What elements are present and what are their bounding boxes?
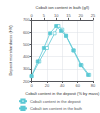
svg-text:25: 25 bbox=[91, 13, 96, 18]
svg-text:500: 500 bbox=[23, 42, 30, 47]
svg-text:20: 20 bbox=[78, 13, 83, 18]
svg-text:Deposit microhardness (HV): Deposit microhardness (HV) bbox=[8, 25, 13, 76]
svg-text:0: 0 bbox=[30, 13, 33, 18]
svg-text:5: 5 bbox=[43, 13, 46, 18]
svg-text:300: 300 bbox=[23, 66, 30, 71]
svg-text:Cobalt ion content in bath (g/: Cobalt ion content in bath (g/l) bbox=[36, 5, 90, 10]
svg-text:600: 600 bbox=[23, 30, 30, 35]
svg-text:700: 700 bbox=[23, 17, 30, 22]
svg-text:200: 200 bbox=[23, 79, 30, 84]
svg-text:Cobalt ion content in the bath: Cobalt ion content in the bath bbox=[30, 106, 82, 111]
svg-text:Cobalt content in the deposit: Cobalt content in the deposit bbox=[30, 99, 82, 104]
svg-text:20: 20 bbox=[45, 83, 50, 88]
svg-text:60: 60 bbox=[75, 83, 80, 88]
svg-text:400: 400 bbox=[23, 54, 30, 59]
svg-text:Cobalt content in the deposit: Cobalt content in the deposit (% by mass… bbox=[25, 91, 100, 96]
svg-text:10: 10 bbox=[54, 13, 59, 18]
svg-text:40: 40 bbox=[60, 83, 65, 88]
svg-text:0: 0 bbox=[30, 83, 33, 88]
svg-text:80: 80 bbox=[91, 83, 96, 88]
svg-text:15: 15 bbox=[66, 13, 71, 18]
